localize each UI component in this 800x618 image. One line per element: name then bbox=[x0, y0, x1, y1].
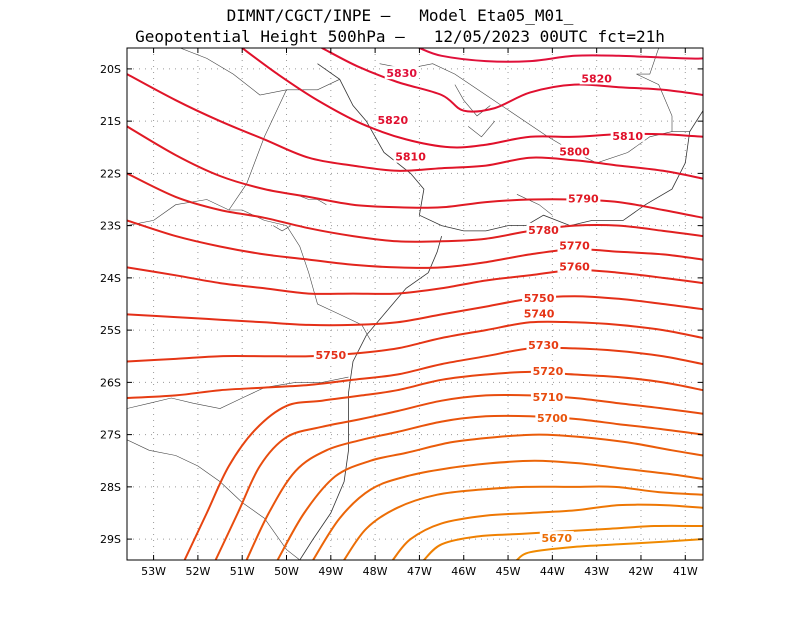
y-tick-label: 29S bbox=[100, 533, 121, 546]
contour-label-bg bbox=[522, 306, 557, 320]
contour-5750 bbox=[127, 295, 703, 327]
contour-label-bg bbox=[375, 113, 410, 127]
y-tick-label: 23S bbox=[100, 220, 121, 233]
state-border bbox=[228, 89, 287, 211]
contour-5780 bbox=[127, 172, 703, 243]
y-tick-label: 20S bbox=[100, 63, 121, 76]
contour-5720 bbox=[183, 370, 703, 560]
x-tick-label: 45W bbox=[496, 565, 521, 578]
contour-5640 bbox=[515, 538, 703, 560]
axes: 53W 52W 51W 50W 49W 48W 47W 46W 45W 44W 43W 42W 41W 2… bbox=[100, 48, 703, 578]
contour-label: 5740 bbox=[524, 307, 555, 320]
y-tick-label: 25S bbox=[100, 324, 121, 337]
contour-label-bg bbox=[530, 390, 565, 404]
contour-layer bbox=[127, 48, 703, 560]
x-tick-label: 52W bbox=[185, 565, 210, 578]
x-tick-label: 46W bbox=[451, 565, 476, 578]
x-tick-label: 50W bbox=[274, 565, 299, 578]
contour-5730 bbox=[127, 346, 703, 399]
y-tick-label: 21S bbox=[100, 115, 121, 128]
contour-label-bg bbox=[557, 238, 592, 252]
contour-label-bg bbox=[610, 128, 645, 142]
contour-label: 5670 bbox=[541, 532, 572, 545]
plot-frame bbox=[126, 47, 704, 561]
contour-5710 bbox=[214, 393, 703, 560]
contour-label: 5770 bbox=[559, 240, 590, 253]
contour-5680 bbox=[312, 459, 703, 560]
y-tick-label: 26S bbox=[100, 376, 121, 389]
contour-5830 bbox=[418, 48, 703, 63]
contour-label: 5730 bbox=[528, 339, 559, 352]
contour-label-bg bbox=[557, 259, 592, 273]
x-tick-label: 48W bbox=[363, 565, 388, 578]
contour-5690 bbox=[276, 433, 703, 560]
x-tick-label: 41W bbox=[673, 565, 698, 578]
contour-5660 bbox=[391, 503, 703, 560]
contour-5670 bbox=[343, 485, 703, 560]
contour-label: 5720 bbox=[533, 365, 564, 378]
contour-label: 5780 bbox=[528, 224, 559, 237]
title-line-2: Geopotential Height 500hPa — 12/05/2023 … bbox=[135, 27, 665, 46]
contour-label: 5790 bbox=[568, 193, 599, 206]
y-tick-label: 24S bbox=[100, 272, 121, 285]
reservoir-outline bbox=[273, 225, 292, 232]
contour-label-bg bbox=[526, 337, 561, 351]
state-border bbox=[127, 199, 371, 341]
state-border bbox=[516, 194, 553, 216]
x-tick-label: 49W bbox=[318, 565, 343, 578]
contour-label-bg bbox=[535, 410, 570, 424]
contour-label: 5760 bbox=[559, 260, 590, 273]
contour-label: 5810 bbox=[395, 151, 426, 164]
contour-5700 bbox=[245, 414, 703, 560]
x-tick-label: 42W bbox=[629, 565, 654, 578]
contour-label-bg bbox=[566, 191, 601, 205]
contour-label: 5750 bbox=[524, 292, 555, 305]
contour-label: 5710 bbox=[533, 391, 564, 404]
contour-label-bg bbox=[526, 222, 561, 236]
reservoir-outline bbox=[468, 120, 496, 138]
title-line-1: DIMNT/CGCT/INPE — Model Eta05_M01_ bbox=[226, 6, 574, 25]
contour-label: 5800 bbox=[559, 145, 590, 158]
contour-label-bg bbox=[393, 149, 428, 163]
y-tick-label: 27S bbox=[100, 429, 121, 442]
plot-area bbox=[127, 48, 703, 560]
contour-label-bg bbox=[384, 66, 419, 80]
reservoir-outline bbox=[295, 194, 327, 205]
contour-5740 bbox=[127, 320, 703, 363]
contour-label-bg bbox=[313, 348, 348, 362]
x-tick-label: 43W bbox=[584, 565, 609, 578]
contour-label: 5830 bbox=[386, 67, 417, 80]
y-tick-label: 22S bbox=[100, 167, 121, 180]
contour-label: 5820 bbox=[581, 72, 612, 85]
state-border bbox=[636, 73, 673, 132]
coastline bbox=[299, 272, 429, 560]
coastline bbox=[317, 63, 703, 232]
contour-5770 bbox=[127, 219, 703, 269]
contour-label-bg bbox=[579, 71, 614, 85]
state-border bbox=[180, 48, 340, 96]
contour-label-bg bbox=[530, 363, 565, 377]
state-border bbox=[127, 376, 349, 409]
x-tick-label: 51W bbox=[230, 565, 255, 578]
contour-label: 5700 bbox=[537, 412, 568, 425]
contour-label-bg bbox=[522, 290, 557, 304]
x-tick-label: 53W bbox=[141, 565, 166, 578]
contour-label-bg bbox=[539, 531, 574, 545]
contour-5790 bbox=[127, 125, 703, 219]
contour-label: 5820 bbox=[378, 114, 409, 127]
x-tick-label: 44W bbox=[540, 565, 565, 578]
contour-label-bg bbox=[557, 144, 592, 158]
y-tick-label: 28S bbox=[100, 481, 121, 494]
x-tick-label: 47W bbox=[407, 565, 432, 578]
contour-5800 bbox=[127, 73, 703, 180]
contour-label: 5810 bbox=[612, 130, 643, 143]
contour-5760 bbox=[127, 266, 703, 295]
contour-label: 5750 bbox=[316, 349, 347, 362]
